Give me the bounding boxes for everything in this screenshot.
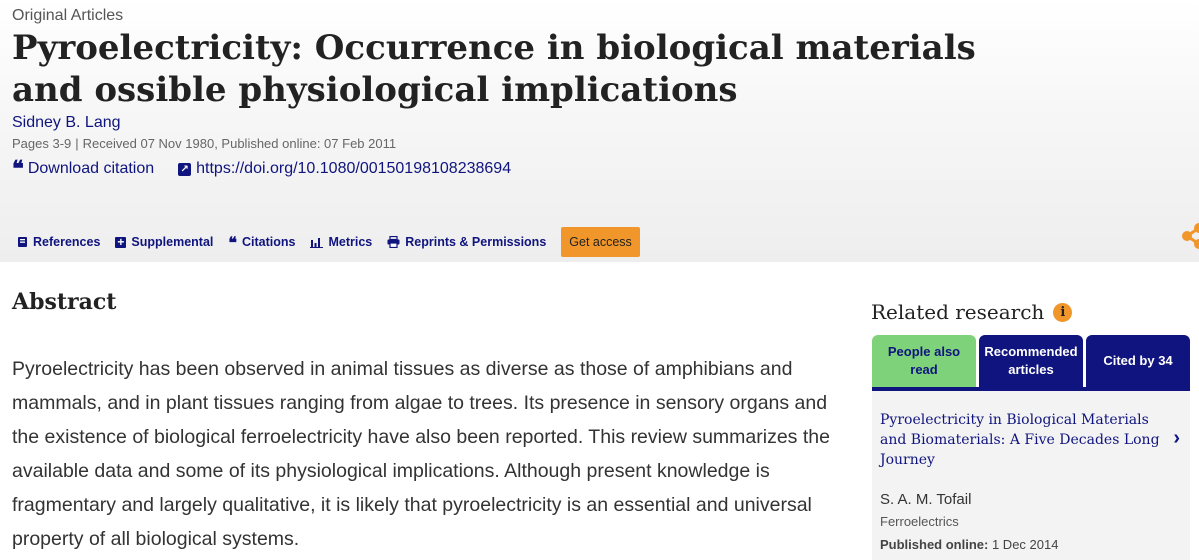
doi-label: https://doi.org/10.1080/0015019810823869… <box>196 160 512 177</box>
related-article-published: Published online: 1 Dec 2014 <box>880 537 1058 552</box>
related-article-link[interactable]: Pyroelectricity in Biological Materials … <box>880 412 1160 468</box>
related-tabs-divider <box>872 387 1190 391</box>
tab-citations-label: Citations <box>241 235 296 249</box>
tab-citations[interactable]: ❝ Citations <box>228 233 295 252</box>
tab-metrics-label: Metrics <box>328 235 373 249</box>
published-label: Published online: <box>880 537 989 552</box>
external-link-icon: ↗ <box>178 162 192 176</box>
doi-link[interactable]: ↗ https://doi.org/10.1080/00150198108238… <box>178 160 511 178</box>
related-article-author: S. A. M. Tofail <box>880 491 972 508</box>
tab-reprints[interactable]: Reprints & Permissions <box>387 235 546 249</box>
abstract-text: Pyroelectricity has been observed in ani… <box>12 358 830 550</box>
related-article-journal: Ferroelectrics <box>880 514 959 529</box>
tab-recommended-articles[interactable]: Recommended articles <box>979 335 1083 387</box>
related-research-title: Related research <box>871 300 1045 324</box>
article-tabs: References + Supplemental ❝ Citations Me… <box>17 227 640 257</box>
printer-icon <box>387 236 400 248</box>
tab-cited-by[interactable]: Cited by 34 <box>1086 335 1190 387</box>
related-research-heading: Related research i <box>871 300 1073 324</box>
article-meta: Pages 3-9 | Received 07 Nov 1980, Publishe… <box>12 136 397 151</box>
get-access-button[interactable]: Get access <box>561 227 640 257</box>
published-text: Published online: 07 Feb 2011 <box>221 136 397 151</box>
article-type: Original Articles <box>12 7 124 24</box>
plus-icon: + <box>115 234 127 249</box>
info-icon[interactable]: i <box>1053 302 1073 322</box>
chevron-right-icon[interactable]: › <box>1173 427 1180 449</box>
received-text: Received 07 Nov 1980 <box>82 136 215 151</box>
tab-references[interactable]: References <box>17 235 100 249</box>
quote-icon: ❝ <box>12 156 24 182</box>
download-citation-label: Download citation <box>27 160 155 177</box>
book-icon <box>17 236 28 248</box>
tab-supplemental-label: Supplemental <box>131 235 214 249</box>
tab-supplemental[interactable]: + Supplemental <box>115 235 213 249</box>
tab-people-also-read[interactable]: People also read <box>872 335 976 387</box>
quote-icon: ❝ <box>228 232 237 252</box>
article-header: Original Articles Pyroelectricity: Occur… <box>0 0 1199 262</box>
citation-row: ❝ Download citation ↗ https://doi.org/10… <box>12 156 535 182</box>
share-icon[interactable] <box>1179 222 1199 255</box>
published-date: 1 Dec 2014 <box>991 537 1059 552</box>
tab-reprints-label: Reprints & Permissions <box>405 235 547 249</box>
abstract-heading: Abstract <box>12 289 117 315</box>
download-citation-link[interactable]: ❝ Download citation <box>12 156 155 182</box>
tab-metrics[interactable]: Metrics <box>310 235 372 249</box>
pages-text: Pages 3-9 <box>12 136 72 151</box>
related-tabs: People also read Recommended articles Ci… <box>872 335 1190 387</box>
article-title: Pyroelectricity: Occurrence in biologica… <box>12 28 976 110</box>
author-link[interactable]: Sidney B. Lang <box>12 114 121 131</box>
bar-chart-icon <box>310 237 324 248</box>
tab-references-label: References <box>33 235 101 249</box>
related-panel: Pyroelectricity in Biological Materials … <box>872 391 1190 560</box>
